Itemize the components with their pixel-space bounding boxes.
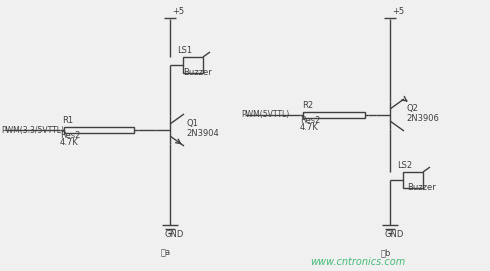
Text: Res2: Res2 — [60, 131, 80, 140]
Text: Q2: Q2 — [406, 104, 418, 113]
Text: LS2: LS2 — [397, 161, 412, 170]
Text: PWM(5VTTL): PWM(5VTTL) — [241, 111, 289, 120]
Text: Buzzer: Buzzer — [183, 68, 212, 77]
Text: 图a: 图a — [161, 248, 171, 257]
Bar — [183, 57, 203, 73]
Text: 2N3906: 2N3906 — [406, 114, 439, 123]
Bar — [403, 172, 423, 188]
Text: 4.7K: 4.7K — [60, 138, 79, 147]
Bar — [303, 112, 365, 118]
Text: R2: R2 — [302, 101, 313, 110]
Text: 4.7K: 4.7K — [300, 123, 319, 132]
Text: Buzzer: Buzzer — [407, 183, 436, 192]
Text: 图b: 图b — [381, 248, 391, 257]
Text: LS1: LS1 — [177, 46, 192, 55]
Bar — [64, 127, 134, 133]
Text: PWM(3.3/5VTTL): PWM(3.3/5VTTL) — [1, 125, 64, 134]
Text: www.cntronics.com: www.cntronics.com — [310, 257, 405, 267]
Text: GND: GND — [164, 230, 183, 239]
Text: R1: R1 — [62, 116, 73, 125]
Text: +5: +5 — [392, 7, 404, 16]
Text: Res2: Res2 — [300, 116, 320, 125]
Text: 2N3904: 2N3904 — [186, 129, 219, 138]
Text: GND: GND — [384, 230, 403, 239]
Text: +5: +5 — [172, 7, 184, 16]
Text: Q1: Q1 — [186, 119, 198, 128]
